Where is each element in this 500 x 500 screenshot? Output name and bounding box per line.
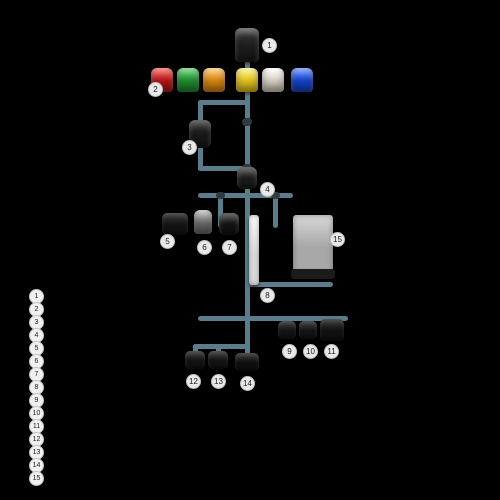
legend-item-5: 5 bbox=[29, 341, 44, 356]
legend-item-15: 15 bbox=[29, 471, 44, 486]
callout-12: 12 bbox=[186, 374, 201, 389]
callout-14: 14 bbox=[240, 376, 255, 391]
callout-3: 3 bbox=[182, 140, 197, 155]
legend-item-2: 2 bbox=[29, 302, 44, 317]
legend-item-1: 1 bbox=[29, 289, 44, 304]
callout-10: 10 bbox=[303, 344, 318, 359]
callout-11: 11 bbox=[324, 344, 339, 359]
component-2d bbox=[236, 68, 258, 92]
component-14 bbox=[235, 353, 259, 371]
legend-item-12: 12 bbox=[29, 432, 44, 447]
callout-9: 9 bbox=[282, 344, 297, 359]
component-8 bbox=[249, 215, 259, 285]
callout-6: 6 bbox=[197, 240, 212, 255]
component-12 bbox=[185, 351, 205, 369]
component-2b bbox=[177, 68, 199, 92]
callout-5: 5 bbox=[160, 234, 175, 249]
component-15-base bbox=[291, 269, 335, 279]
pipe-segment bbox=[198, 100, 250, 105]
legend-item-3: 3 bbox=[29, 315, 44, 330]
callout-7: 7 bbox=[222, 240, 237, 255]
legend-item-9: 9 bbox=[29, 393, 44, 408]
legend: 123456789101112131415 bbox=[29, 291, 44, 486]
legend-item-10: 10 bbox=[29, 406, 44, 421]
component-6 bbox=[194, 210, 212, 234]
component-10 bbox=[299, 321, 317, 339]
component-2f bbox=[291, 68, 313, 92]
component-9 bbox=[278, 321, 296, 339]
pipe-joint bbox=[216, 192, 225, 199]
component-1 bbox=[235, 28, 259, 62]
legend-item-14: 14 bbox=[29, 458, 44, 473]
pipe-segment bbox=[193, 344, 250, 349]
legend-item-4: 4 bbox=[29, 328, 44, 343]
component-2e bbox=[262, 68, 284, 92]
system-diagram: 1234567891011121314151234567891011121314… bbox=[0, 0, 500, 500]
callout-4: 4 bbox=[260, 182, 275, 197]
component-4 bbox=[237, 167, 257, 189]
callout-13: 13 bbox=[211, 374, 226, 389]
pipe-joint bbox=[242, 118, 252, 126]
callout-2: 2 bbox=[148, 82, 163, 97]
legend-item-11: 11 bbox=[29, 419, 44, 434]
component-5 bbox=[162, 213, 188, 235]
component-11 bbox=[320, 319, 344, 341]
legend-item-13: 13 bbox=[29, 445, 44, 460]
callout-1: 1 bbox=[262, 38, 277, 53]
component-7 bbox=[219, 213, 239, 235]
component-13 bbox=[208, 351, 228, 369]
legend-item-7: 7 bbox=[29, 367, 44, 382]
component-2c bbox=[203, 68, 225, 92]
component-15 bbox=[293, 215, 333, 273]
legend-item-6: 6 bbox=[29, 354, 44, 369]
callout-15: 15 bbox=[330, 232, 345, 247]
callout-8: 8 bbox=[260, 288, 275, 303]
legend-item-8: 8 bbox=[29, 380, 44, 395]
